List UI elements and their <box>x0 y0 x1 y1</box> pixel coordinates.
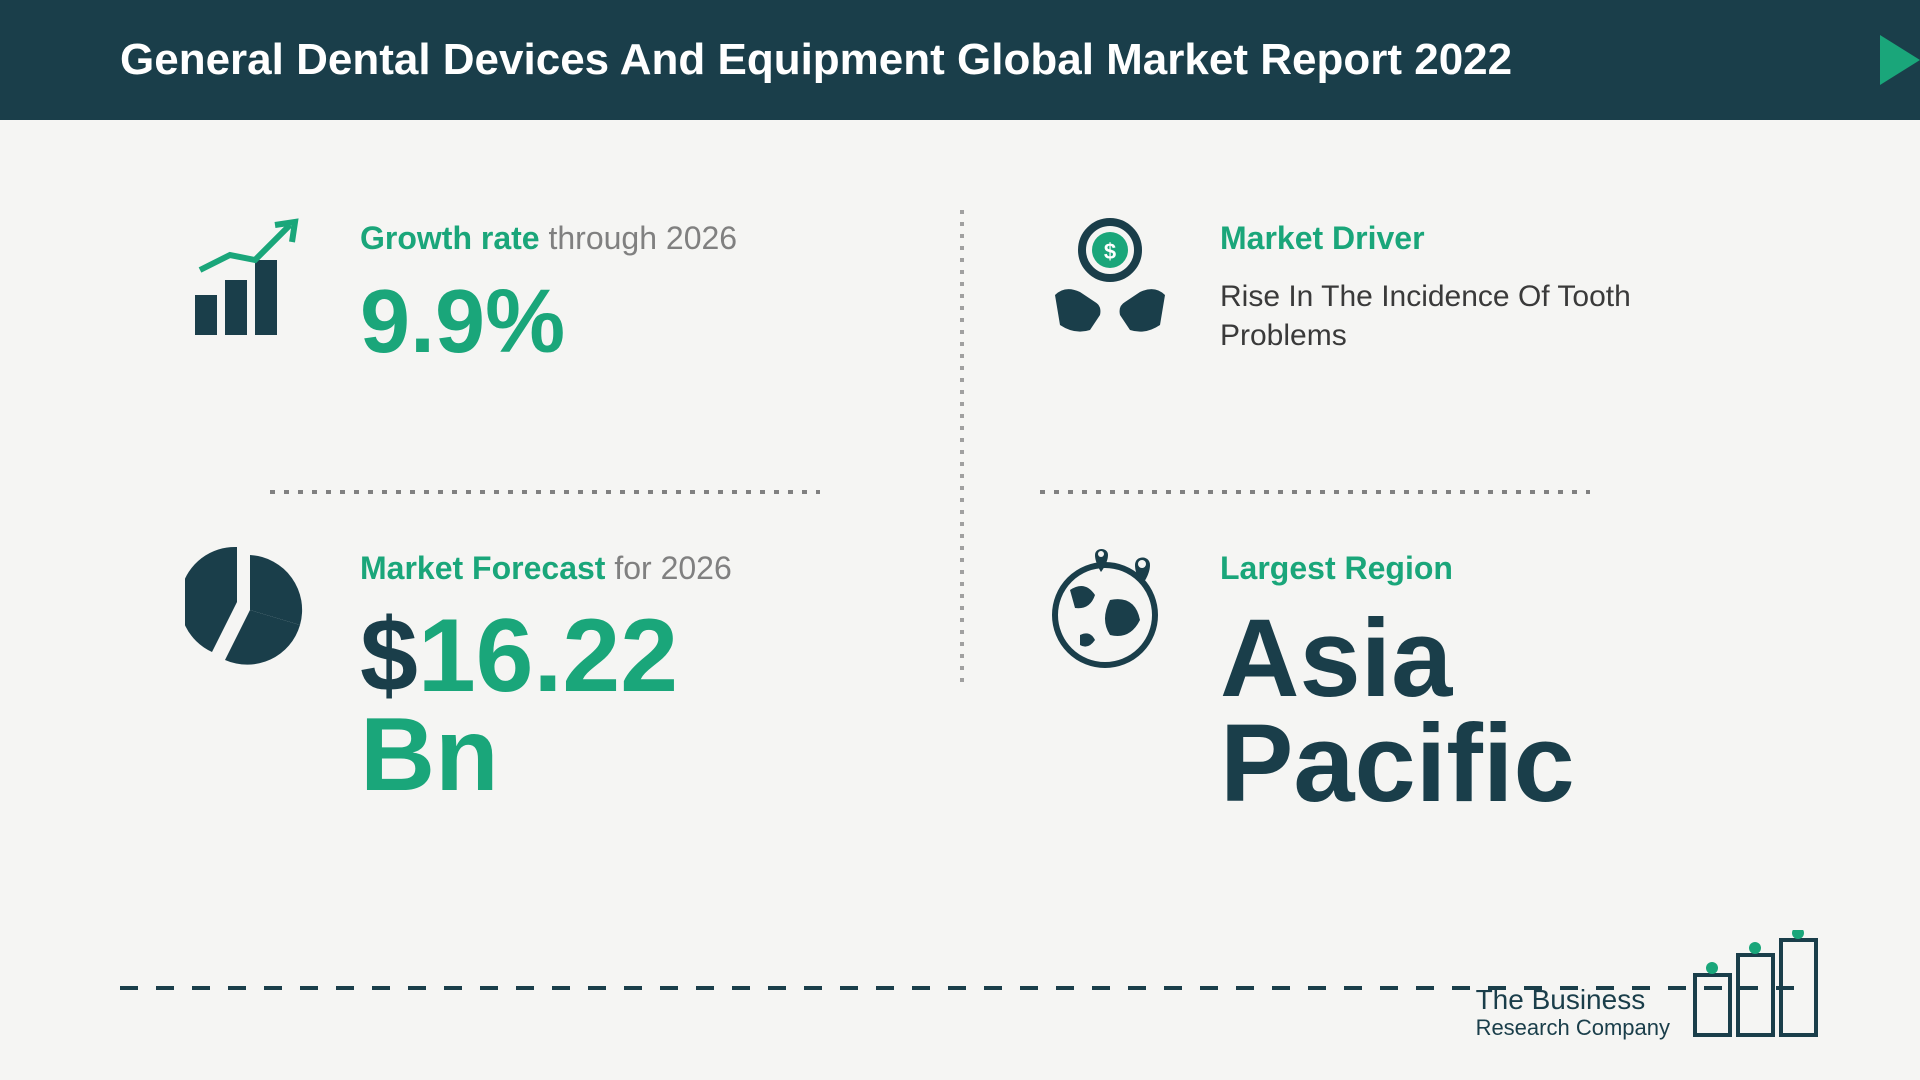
header-bar: General Dental Devices And Equipment Glo… <box>0 0 1920 120</box>
growth-rate-label: Growth rate through 2026 <box>360 220 860 257</box>
logo-text: The Business Research Company <box>1476 985 1670 1040</box>
company-logo: The Business Research Company <box>1476 930 1820 1040</box>
content-area: Growth rate through 2026 9.9% Market For… <box>0 120 1920 1080</box>
growth-rate-block: Growth rate through 2026 9.9% <box>180 210 860 367</box>
growth-rate-value: 9.9% <box>360 277 860 367</box>
vertical-divider <box>960 210 964 690</box>
growth-chart-icon <box>180 210 320 350</box>
market-forecast-label: Market Forecast for 2026 <box>360 550 860 587</box>
largest-region-block: Largest Region AsiaPacific <box>1040 540 1720 816</box>
forecast-unit: Bn <box>360 697 499 813</box>
pie-chart-icon <box>180 540 320 680</box>
market-driver-text: Rise In The Incidence Of Tooth Problems <box>1220 277 1720 355</box>
logo-line1: The Business <box>1476 985 1670 1016</box>
largest-region-label-text: Largest Region <box>1220 550 1453 586</box>
market-driver-label: Market Driver <box>1220 220 1720 257</box>
hands-coin-icon: $ <box>1040 210 1180 350</box>
logo-buildings-icon <box>1690 930 1820 1040</box>
largest-region-value: AsiaPacific <box>1220 607 1720 816</box>
dotted-divider-right <box>1040 490 1590 494</box>
largest-region-label: Largest Region <box>1220 550 1720 587</box>
market-forecast-label-gray: for 2026 <box>605 550 731 586</box>
logo-line2: Research Company <box>1476 1016 1670 1040</box>
market-forecast-block: Market Forecast for 2026 $16.22Bn <box>180 540 860 805</box>
dotted-divider-left <box>270 490 820 494</box>
svg-text:$: $ <box>1104 239 1116 264</box>
growth-rate-label-gray: through 2026 <box>540 220 738 256</box>
market-forecast-value: $16.22Bn <box>360 607 860 805</box>
growth-rate-label-teal: Growth rate <box>360 220 540 256</box>
market-forecast-label-teal: Market Forecast <box>360 550 605 586</box>
globe-pins-icon <box>1040 540 1180 680</box>
market-driver-label-text: Market Driver <box>1220 220 1425 256</box>
header-arrow-icon <box>1880 35 1920 85</box>
page-title: General Dental Devices And Equipment Glo… <box>120 35 1512 85</box>
market-driver-block: $ Market Driver Rise In The Incidence Of… <box>1040 210 1720 355</box>
